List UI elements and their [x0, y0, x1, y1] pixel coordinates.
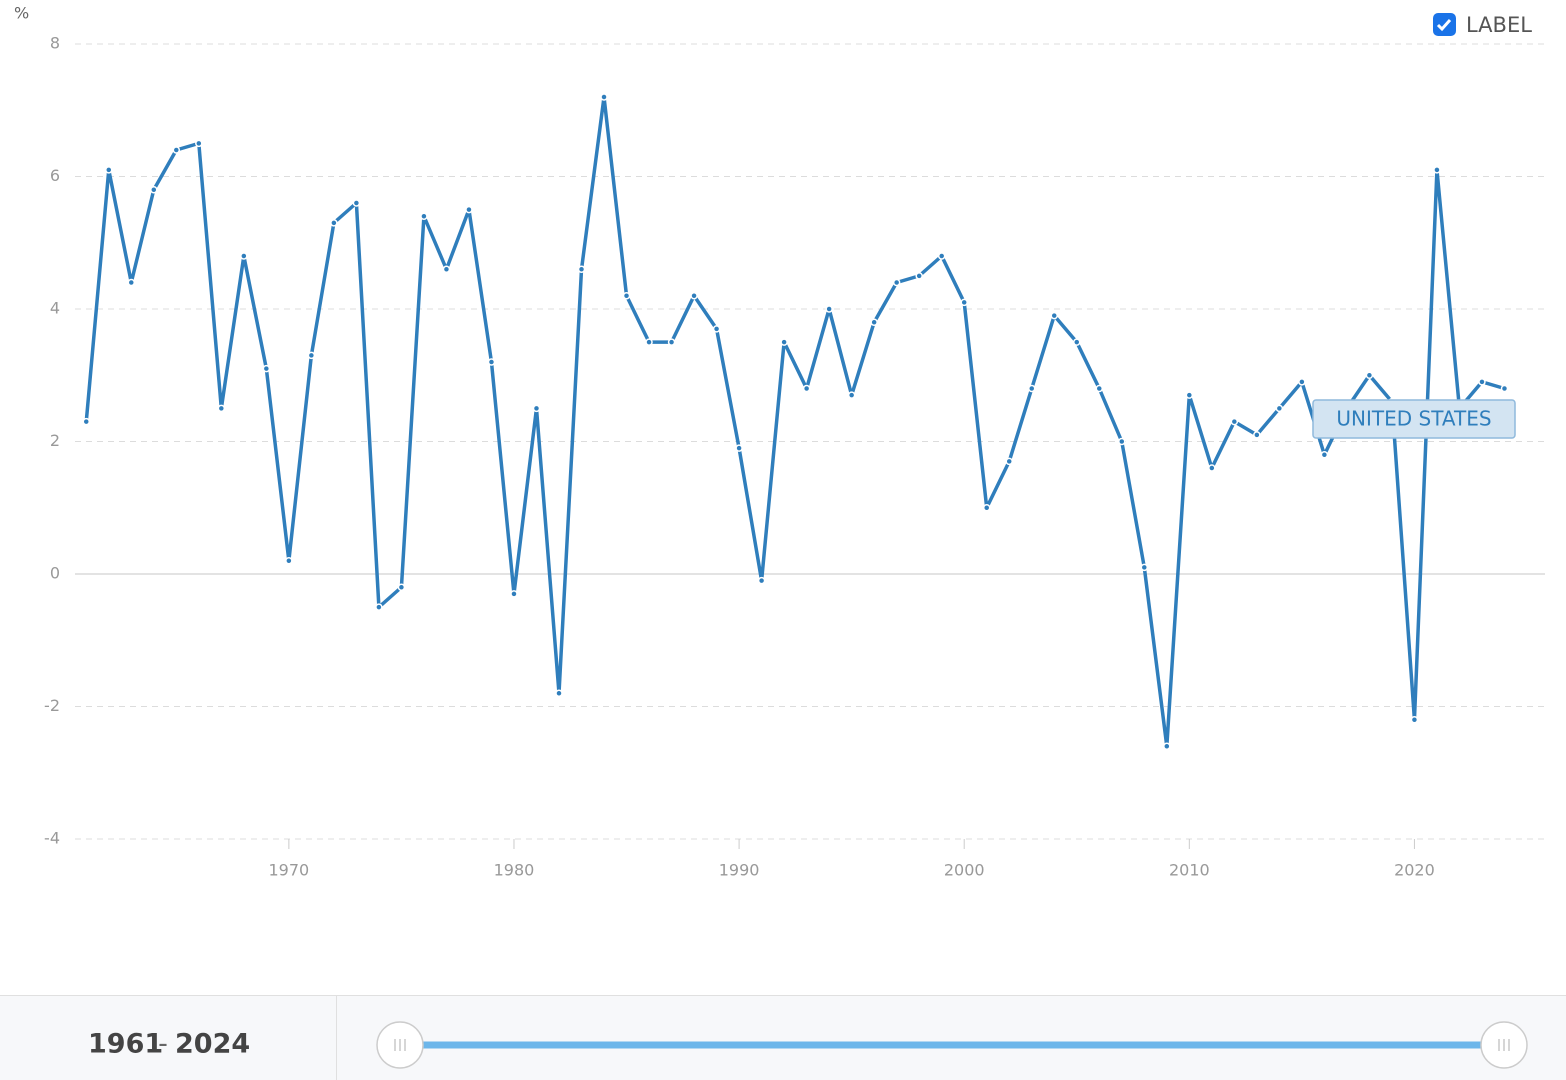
- data-point: [577, 265, 586, 273]
- data-point: [1027, 384, 1036, 393]
- data-point: [1253, 431, 1261, 439]
- toggle-label[interactable]: LABEL: [1466, 13, 1532, 37]
- data-point: [1005, 457, 1013, 466]
- data-point: [1298, 378, 1306, 386]
- unit-label: %: [14, 4, 29, 23]
- data-point: [1500, 384, 1509, 393]
- range-handle-right[interactable]: [1480, 1021, 1528, 1069]
- data-point: [690, 292, 698, 300]
- data-point: [1185, 391, 1194, 399]
- data-point: [622, 292, 631, 300]
- x-tick-label: 1980: [494, 861, 535, 880]
- handle-grip: [1498, 1039, 1510, 1051]
- data-point: [1320, 451, 1329, 459]
- data-point: [285, 557, 293, 565]
- data-point: [240, 252, 248, 260]
- y-tick-label: 0: [50, 564, 60, 583]
- x-tick-label: 2010: [1169, 861, 1210, 880]
- data-point: [1275, 404, 1284, 413]
- range-handle-left[interactable]: [376, 1021, 424, 1069]
- data-point: [217, 404, 226, 413]
- data-point: [847, 391, 856, 399]
- data-point: [600, 93, 608, 101]
- y-tick-label: -4: [44, 829, 60, 848]
- data-point: [1478, 378, 1486, 386]
- data-point: [780, 338, 788, 346]
- data-point: [802, 384, 811, 393]
- data-point: [1140, 563, 1149, 572]
- data-point: [352, 199, 361, 207]
- data-point: [982, 504, 991, 512]
- handle-grip: [394, 1039, 406, 1051]
- data-point: [487, 358, 496, 366]
- data-point: [1230, 417, 1239, 426]
- y-tick-label: 8: [50, 34, 60, 53]
- data-point: [375, 603, 383, 611]
- data-point: [1095, 384, 1104, 393]
- series-label-box: [1312, 399, 1516, 439]
- label-toggle[interactable]: LABEL: [1433, 13, 1532, 37]
- range-bar: [0, 995, 1566, 1080]
- data-point: [420, 212, 428, 220]
- data-point: [397, 583, 406, 591]
- data-point: [150, 186, 158, 194]
- data-point: [645, 338, 653, 346]
- data-point: [555, 689, 563, 697]
- check-mark: [1436, 19, 1452, 32]
- data-point: [1050, 311, 1058, 320]
- data-point: [307, 351, 316, 360]
- range-start: 1961: [88, 1029, 163, 1060]
- data-point: [937, 252, 946, 260]
- data-point: [82, 417, 91, 426]
- y-tick-label: 6: [50, 166, 60, 185]
- data-point: [1208, 464, 1216, 472]
- range-separator: -: [158, 1029, 168, 1060]
- x-tick-label: 2020: [1394, 861, 1435, 880]
- data-point: [870, 318, 878, 326]
- data-point: [1073, 338, 1081, 346]
- series-line: [84, 95, 1505, 748]
- series-label: UNITED STATES: [1336, 407, 1491, 431]
- data-point: [1433, 166, 1441, 174]
- data-point: [1365, 371, 1374, 379]
- data-point: [532, 404, 541, 413]
- data-point: [915, 272, 923, 280]
- data-point: [510, 590, 518, 598]
- data-point: [735, 444, 743, 452]
- data-point: [667, 338, 676, 346]
- data-point: [465, 205, 473, 214]
- data-point: [1118, 437, 1126, 446]
- data-point: [262, 364, 271, 373]
- data-point: [960, 298, 968, 307]
- data-point: [892, 278, 901, 287]
- data-point: [127, 278, 136, 287]
- y-tick-label: 2: [50, 431, 60, 450]
- data-point: [172, 146, 181, 154]
- data-point: [757, 576, 766, 585]
- range-end: 2024: [175, 1029, 250, 1060]
- y-tick-label: 4: [50, 299, 60, 318]
- data-point: [105, 166, 113, 174]
- x-tick-label: 1990: [719, 861, 760, 880]
- x-tick-label: 1970: [268, 861, 309, 880]
- data-point: [712, 325, 721, 333]
- data-point: [1410, 716, 1419, 724]
- data-point: [442, 265, 451, 273]
- y-tick-label: -2: [44, 696, 60, 715]
- x-tick-label: 2000: [944, 861, 985, 880]
- data-point: [330, 219, 338, 227]
- data-point: [825, 305, 833, 313]
- data-point: [195, 139, 203, 148]
- data-point: [1163, 742, 1171, 750]
